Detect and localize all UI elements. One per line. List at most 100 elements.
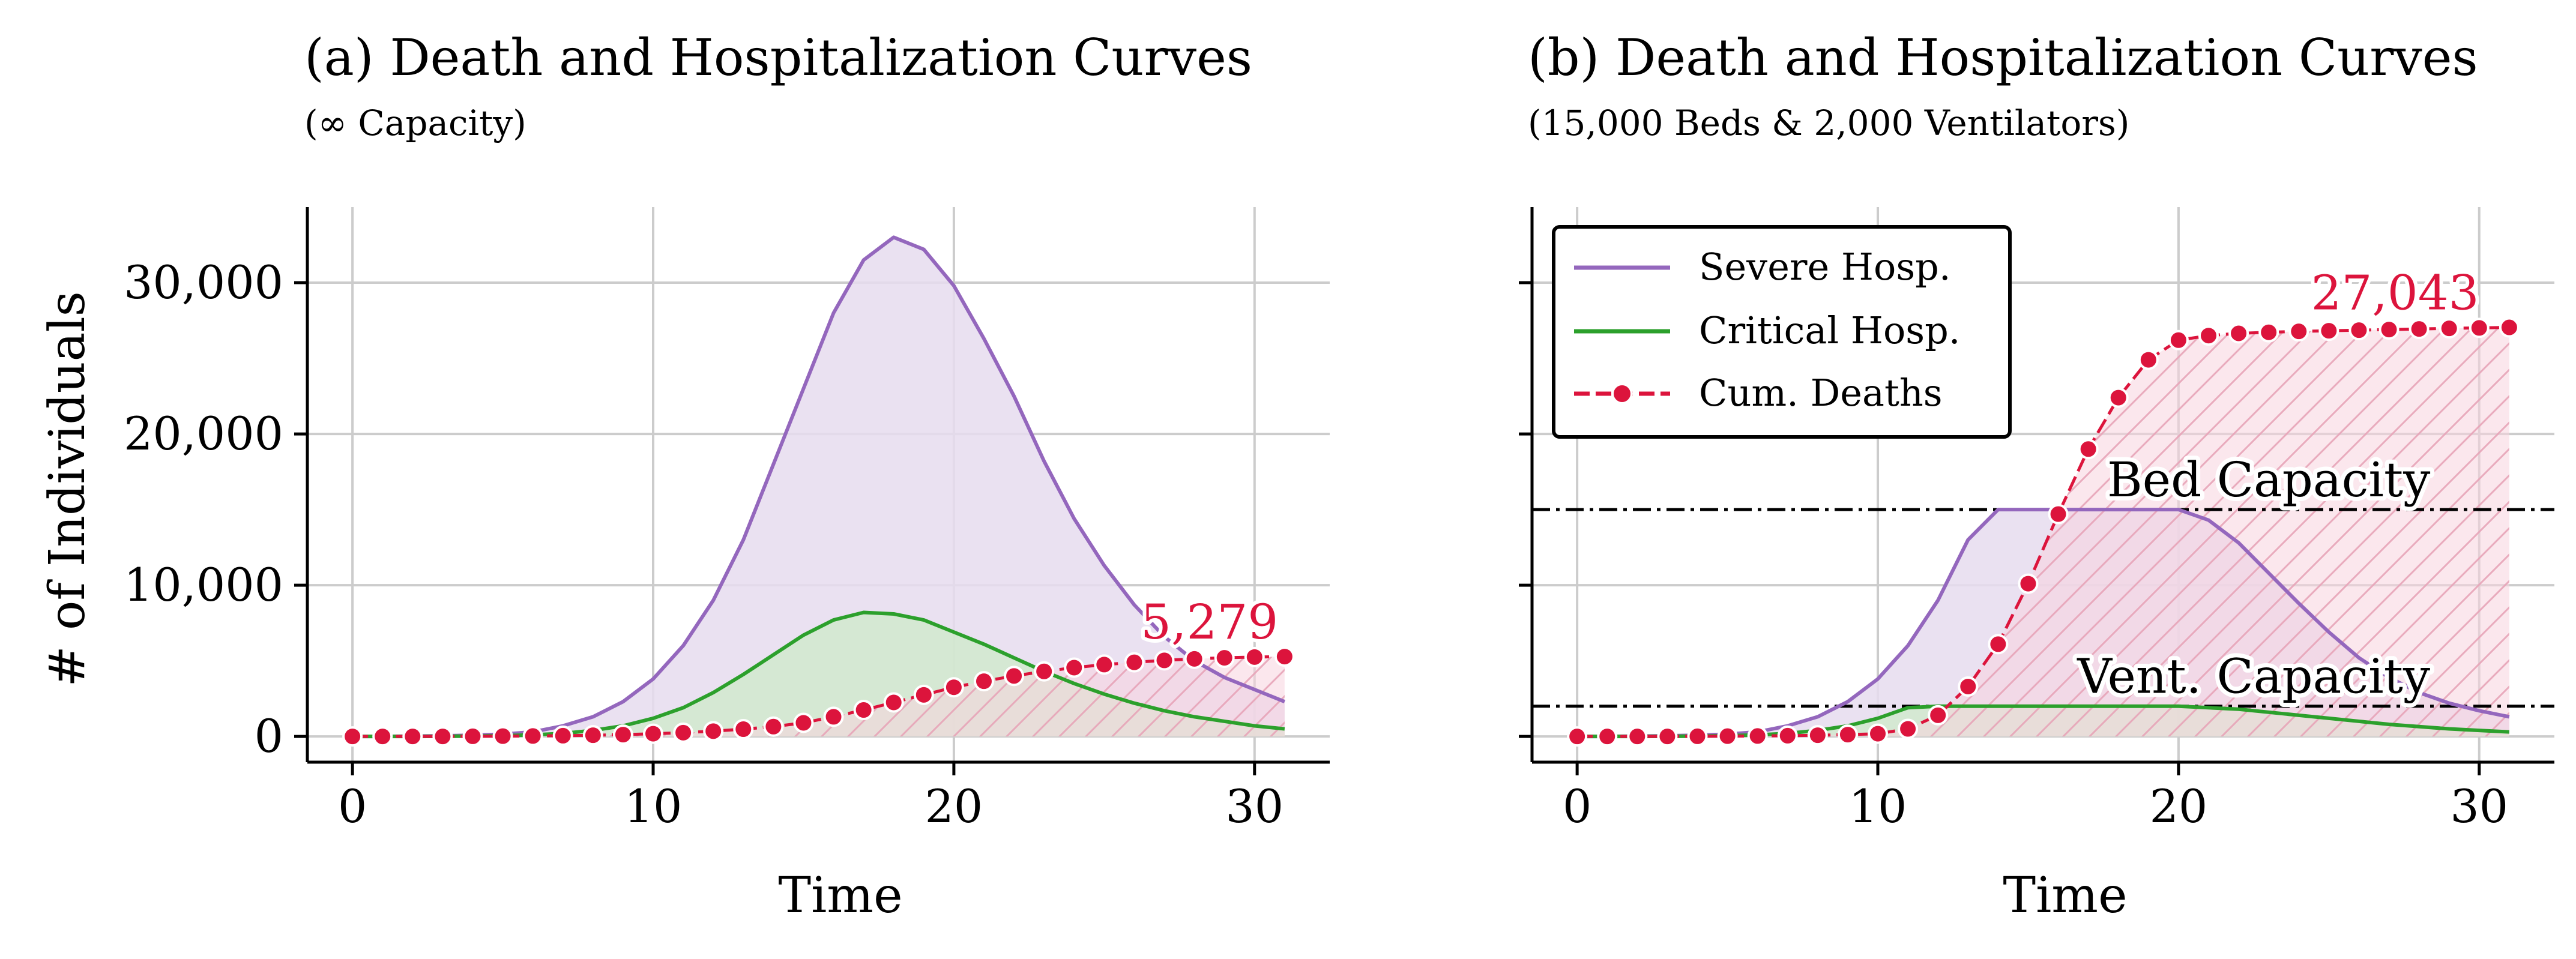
point-deaths-b-6 [1747,726,1768,747]
hatch-deaths-b [1577,327,2509,737]
panel-b-title: (b) Death and Hospitalization Curves [1528,28,2478,87]
point-deaths-a-19 [913,684,934,705]
point-deaths-b-9 [1837,724,1858,745]
legend-entry-severe: Severe Hosp. [1574,245,1951,289]
y-axis-label: # of Individuals [39,291,96,687]
point-deaths-a-4 [462,726,483,747]
point-deaths-a-26 [1124,652,1145,673]
point-deaths-a-13 [733,719,754,740]
point-deaths-b-1 [1597,726,1618,747]
point-deaths-a-12 [703,721,724,742]
point-deaths-b-15 [2018,573,2039,594]
panel-a: (a) Death and Hospitalization Curves (∞ … [39,28,1330,924]
final-deaths-annotation-a: 5,279 [1141,594,1278,650]
panel-a-subtitle: (∞ Capacity) [304,103,526,143]
point-deaths-b-27 [2378,319,2400,340]
point-deaths-b-31 [2499,317,2520,338]
legend-label-severe: Severe Hosp. [1699,245,1951,289]
panel-a-plot: 5,279 0 10 20 30 0 10,000 20,000 30,000 [124,207,1330,833]
legend-entry-critical: Critical Hosp. [1574,308,1960,352]
y-tick-label-a-3: 30,000 [124,256,283,309]
point-deaths-a-22 [1004,666,1025,687]
point-deaths-b-4 [1687,726,1708,747]
panel-a-xlabel: Time [778,867,902,924]
point-deaths-b-24 [2288,321,2309,342]
point-deaths-a-28 [1184,648,1205,669]
panel-b-xlabel: Time [2003,867,2127,924]
point-deaths-a-1 [372,726,393,747]
point-deaths-b-12 [1928,705,1949,726]
x-tick-label-a-0: 0 [338,780,367,833]
y-tick-label-a-2: 20,000 [124,407,283,460]
point-deaths-b-23 [2258,322,2279,343]
point-deaths-a-17 [853,700,874,721]
x-tick-label-b-0: 0 [1563,780,1591,833]
point-deaths-a-25 [1094,654,1115,675]
point-deaths-a-30 [1244,646,1265,667]
point-deaths-a-9 [612,724,633,745]
point-deaths-a-23 [1034,661,1055,682]
point-deaths-b-20 [2168,329,2189,350]
panel-a-title: (a) Death and Hospitalization Curves [304,28,1252,87]
point-deaths-b-14 [1988,634,2009,655]
point-deaths-a-7 [552,725,573,746]
point-deaths-b-11 [1898,718,1919,739]
point-deaths-a-5 [492,726,513,747]
point-deaths-b-19 [2138,349,2159,370]
point-deaths-a-6 [522,726,543,747]
point-deaths-a-14 [763,716,784,737]
point-deaths-a-18 [883,692,904,713]
point-deaths-a-0 [342,726,363,747]
x-tick-label-a-3: 30 [1225,780,1283,833]
point-deaths-b-3 [1657,726,1678,747]
legend: Severe Hosp. Critical Hosp. Cum. Deaths [1552,225,2012,439]
capacity-label-1: Vent. Capacity [2077,649,2430,705]
legend-entry-deaths: Cum. Deaths [1574,371,1943,415]
point-deaths-a-8 [582,725,603,746]
point-deaths-b-21 [2198,325,2219,346]
point-deaths-a-21 [973,671,994,692]
point-deaths-b-29 [2439,318,2460,339]
y-tick-label-a-0: 0 [255,709,283,763]
legend-frame [1552,225,2012,439]
capacity-label-0: Bed Capacity [2107,452,2430,508]
point-deaths-b-0 [1567,726,1588,747]
x-tick-label-a-1: 10 [624,780,683,833]
point-deaths-b-30 [2469,317,2490,338]
point-deaths-a-29 [1214,648,1235,669]
legend-label-deaths: Cum. Deaths [1699,371,1943,415]
panel-b: (b) Death and Hospitalization Curves (15… [1519,28,2554,924]
final-deaths-annotation-b: 27,043 [2311,265,2479,321]
y-tick-label-a-1: 10,000 [124,558,283,612]
point-deaths-b-25 [2318,320,2339,341]
legend-label-critical: Critical Hosp. [1699,308,1960,352]
area-severe-a [352,237,1285,737]
x-tick-label-b-3: 30 [2450,780,2508,833]
point-deaths-b-8 [1807,725,1828,746]
point-deaths-a-3 [432,726,453,747]
x-tick-label-a-2: 20 [925,780,983,833]
panel-b-subtitle: (15,000 Beds & 2,000 Ventilators) [1528,103,2129,143]
x-tick-label-b-1: 10 [1849,780,1907,833]
legend-marker-deaths [1611,383,1633,404]
point-deaths-a-27 [1154,650,1175,671]
point-deaths-a-15 [793,712,814,733]
point-deaths-a-16 [823,706,844,727]
point-deaths-b-10 [1868,723,1889,744]
point-deaths-b-26 [2348,320,2369,341]
x-tick-label-b-2: 20 [2150,780,2208,833]
point-deaths-a-11 [673,722,694,743]
point-deaths-a-31 [1274,646,1295,667]
point-deaths-b-16 [2048,504,2069,525]
point-deaths-a-20 [943,677,964,698]
point-deaths-a-24 [1064,657,1085,678]
point-deaths-b-22 [2228,323,2249,344]
point-deaths-a-10 [643,723,664,744]
point-deaths-b-7 [1777,725,1798,746]
point-deaths-b-2 [1627,726,1648,747]
point-deaths-a-2 [402,726,423,747]
panel-b-plot: Bed Capacity Vent. Capacity 27,043 0 10 20 30 [1519,207,2554,833]
point-deaths-b-17 [2078,439,2099,460]
